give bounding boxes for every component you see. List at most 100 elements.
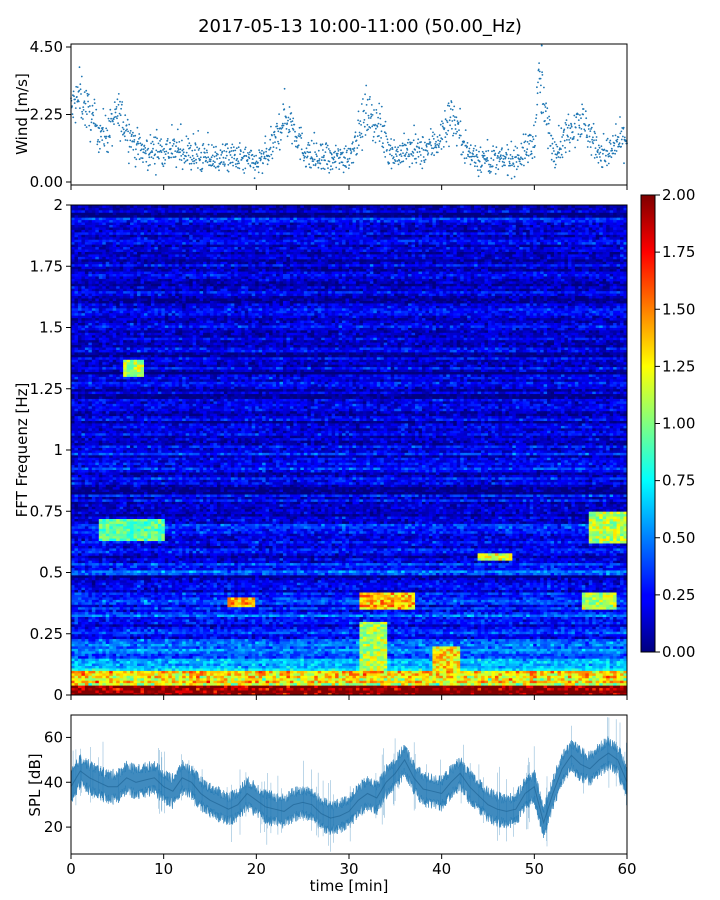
wind-point — [187, 138, 189, 140]
wind-point — [558, 152, 560, 154]
wind-point — [515, 156, 517, 158]
wind-point — [188, 142, 190, 144]
wind-point — [89, 141, 91, 143]
wind-point — [120, 114, 122, 116]
wind-point — [191, 163, 193, 165]
wind-point — [513, 165, 515, 167]
wind-point — [101, 139, 103, 141]
wind-point — [250, 166, 252, 168]
wind-point — [223, 157, 225, 159]
wind-point — [276, 147, 278, 149]
wind-point — [558, 125, 560, 127]
wind-point — [440, 124, 442, 126]
wind-point — [418, 147, 420, 149]
wind-point — [331, 154, 333, 156]
wind-point — [285, 117, 287, 119]
wind-point — [232, 165, 234, 167]
wind-point — [427, 150, 429, 152]
wind-point — [400, 153, 402, 155]
wind-point — [394, 162, 396, 164]
wind-point — [110, 121, 112, 123]
wind-point — [312, 158, 314, 160]
wind-point — [458, 137, 460, 139]
wind-point — [288, 117, 290, 119]
wind-point — [129, 140, 131, 142]
wind-point — [389, 150, 391, 152]
wind-point — [148, 156, 150, 158]
wind-point — [492, 165, 494, 167]
wind-point — [85, 90, 87, 92]
wind-point — [562, 156, 564, 158]
wind-point — [461, 143, 463, 145]
wind-point — [476, 149, 478, 151]
wind-point — [513, 163, 515, 165]
wind-point — [238, 146, 240, 148]
wind-point — [229, 151, 231, 153]
wind-point — [332, 162, 334, 164]
wind-point — [562, 134, 564, 136]
wind-point — [111, 113, 113, 115]
wind-point — [160, 138, 162, 140]
wind-point — [175, 166, 177, 168]
wind-point — [542, 112, 544, 114]
wind-point — [145, 161, 147, 163]
wind-point — [335, 145, 337, 147]
wind-point — [545, 110, 547, 112]
wind-point — [178, 149, 180, 151]
wind-point — [574, 147, 576, 149]
wind-point — [395, 160, 397, 162]
wind-point — [218, 165, 220, 167]
wind-point — [206, 150, 208, 152]
wind-point — [277, 128, 279, 130]
wind-point — [453, 133, 455, 135]
wind-point — [463, 141, 465, 143]
wind-point — [333, 156, 335, 158]
wind-point — [377, 117, 379, 119]
wind-point — [364, 93, 366, 95]
wind-point — [179, 151, 181, 153]
wind-point — [146, 140, 148, 142]
wind-point — [206, 157, 208, 159]
wind-point — [188, 155, 190, 157]
wind-point — [569, 150, 571, 152]
wind-point — [469, 152, 471, 154]
wind-point — [414, 149, 416, 151]
wind-point — [217, 154, 219, 156]
wind-point — [401, 155, 403, 157]
wind-point — [92, 112, 94, 114]
wind-point — [247, 163, 249, 165]
wind-point — [566, 139, 568, 141]
wind-point — [233, 158, 235, 160]
wind-point — [400, 162, 402, 164]
wind-point — [574, 123, 576, 125]
wind-point — [385, 135, 387, 137]
wind-point — [170, 157, 172, 159]
wind-point — [305, 166, 307, 168]
wind-point — [299, 127, 301, 129]
wind-point — [262, 163, 264, 165]
wind-point — [89, 111, 91, 113]
wind-point — [78, 90, 80, 92]
wind-point — [578, 133, 580, 135]
wind-point — [579, 114, 581, 116]
wind-point — [565, 124, 567, 126]
wind-point — [478, 151, 480, 153]
wind-point — [187, 159, 189, 161]
wind-point — [495, 173, 497, 175]
wind-point — [297, 147, 299, 149]
wind-point — [214, 156, 216, 158]
wind-point — [99, 141, 101, 143]
wind-point — [122, 121, 124, 123]
wind-point — [197, 130, 199, 132]
wind-point — [359, 134, 361, 136]
wind-point — [529, 140, 531, 142]
wind-point — [384, 156, 386, 158]
wind-point — [234, 154, 236, 156]
wind-point — [291, 124, 293, 126]
wind-point — [156, 138, 158, 140]
wind-point — [351, 151, 353, 153]
wind-point — [525, 133, 527, 135]
wind-point — [270, 126, 272, 128]
wind-point — [415, 162, 417, 164]
wind-point — [219, 157, 221, 159]
